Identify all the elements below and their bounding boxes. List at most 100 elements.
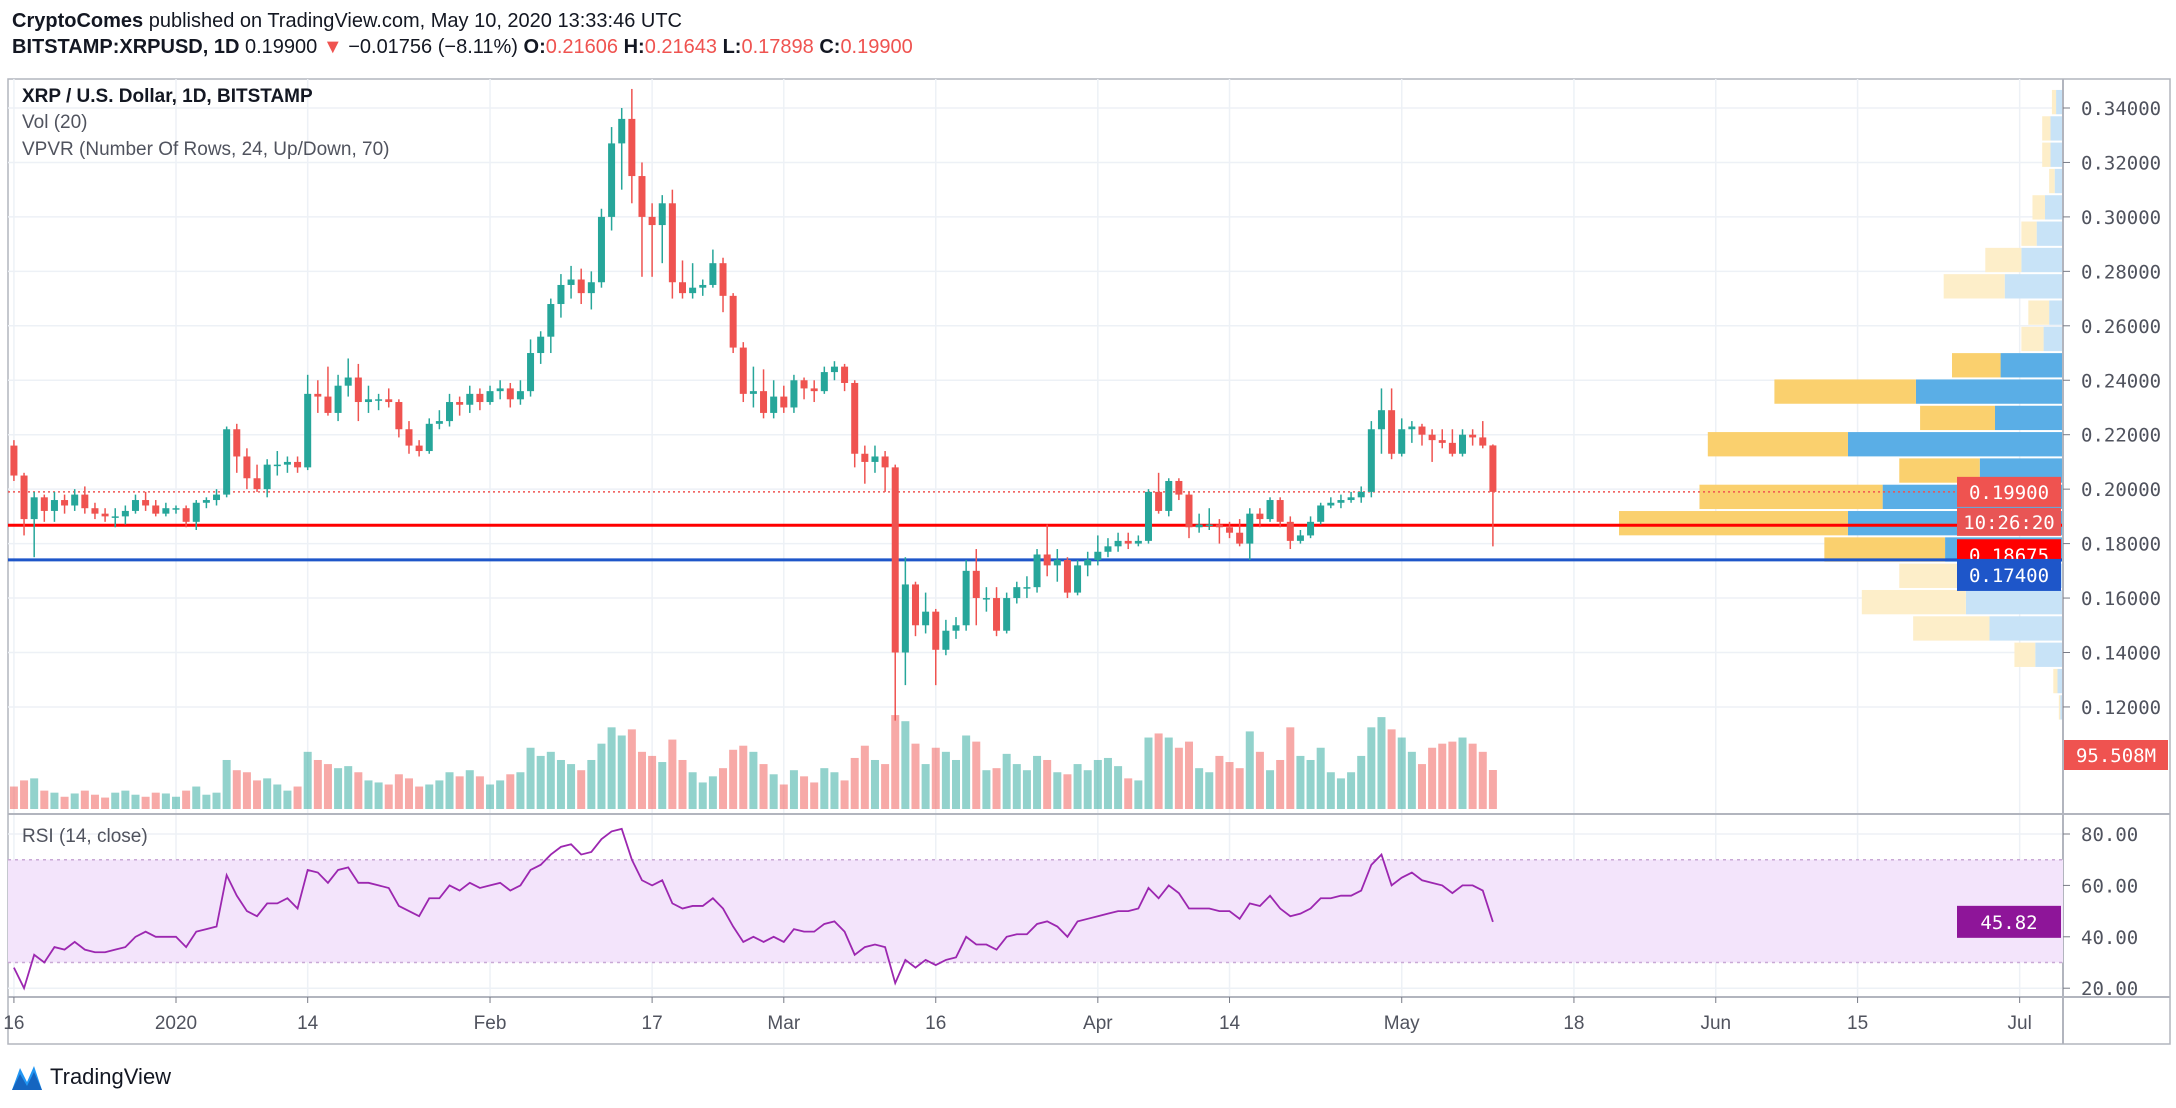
- candle-body: [749, 391, 757, 394]
- legend-main[interactable]: XRP / U.S. Dollar, 1D, BITSTAMP: [22, 86, 313, 107]
- candle-body: [1155, 491, 1163, 511]
- candle-body: [790, 380, 798, 408]
- volume-bar: [617, 735, 626, 809]
- candle-body: [1459, 434, 1467, 454]
- volume-bar: [445, 772, 454, 809]
- candle-body: [253, 478, 261, 490]
- volume-bar: [1357, 755, 1366, 809]
- down-arrow-icon: ▼: [322, 36, 343, 58]
- volume-bar: [465, 770, 474, 809]
- volume-bar: [1083, 770, 1092, 809]
- volume-bar: [151, 792, 160, 809]
- volume-bar: [253, 780, 262, 809]
- volume-bar: [1114, 766, 1123, 809]
- volume-bar: [1144, 737, 1153, 809]
- volume-bar: [546, 751, 555, 809]
- volume-bar: [172, 796, 180, 809]
- volume-bar: [1215, 755, 1224, 809]
- volume-bar: [587, 759, 596, 809]
- vpvr-up-bar: [2054, 168, 2063, 194]
- volume-bar: [323, 764, 332, 809]
- vpvr-up-bar: [1995, 405, 2063, 431]
- vpvr-down-bar: [1774, 379, 1916, 404]
- candle-body: [1063, 559, 1071, 593]
- candle-body: [729, 295, 737, 348]
- tradingview-logo[interactable]: TradingView: [10, 1062, 171, 1092]
- vpvr-up-bar: [2021, 247, 2063, 273]
- candle-body: [395, 402, 403, 430]
- candle-body: [40, 497, 48, 511]
- candle-body: [1114, 540, 1122, 547]
- candle-body: [233, 429, 241, 457]
- volume-bar: [222, 759, 231, 809]
- blue-line-badge: 0.17400: [1969, 565, 2049, 587]
- candle-body: [152, 505, 160, 514]
- volume-bar: [1458, 737, 1467, 809]
- candle-body: [202, 500, 210, 503]
- time-tick-label: Feb: [474, 1013, 507, 1034]
- candle-body: [1215, 524, 1223, 528]
- candle-body: [679, 282, 686, 294]
- volume-bar: [506, 774, 515, 809]
- volume-bar: [1276, 759, 1285, 809]
- open-label: O:: [523, 36, 546, 58]
- author-name[interactable]: CryptoComes: [12, 10, 144, 32]
- ohlc-bar: BITSTAMP:XRPUSD, 1D 0.19900 ▼ −0.01756 (…: [12, 36, 913, 59]
- price-tick-label: 0.18000: [2081, 534, 2161, 556]
- volume-bar: [1185, 741, 1193, 809]
- candle-body: [304, 393, 312, 468]
- candle-body: [1124, 540, 1132, 544]
- volume-bar: [90, 794, 99, 809]
- volume-bar: [860, 745, 869, 809]
- candle-body: [283, 461, 291, 465]
- volume-bar: [1367, 727, 1376, 809]
- candle-body: [1104, 546, 1112, 552]
- time-tick-label: 16: [925, 1013, 946, 1034]
- candle-body: [1013, 587, 1021, 599]
- candle-body: [1377, 410, 1385, 430]
- candle-body: [537, 336, 545, 354]
- candle-body: [830, 366, 838, 373]
- volume-bar: [161, 793, 170, 809]
- candle-body: [10, 445, 18, 476]
- volume-bar: [1134, 780, 1143, 809]
- legend-rsi[interactable]: RSI (14, close): [22, 826, 148, 847]
- price-change: −0.01756 (−8.11%): [348, 36, 518, 58]
- candle-body: [294, 461, 302, 468]
- candle-body: [587, 282, 595, 294]
- candle-body: [618, 118, 626, 144]
- candle-body: [1195, 524, 1203, 528]
- candle-body: [1033, 554, 1041, 588]
- candle-body: [760, 391, 768, 413]
- candle-body: [496, 388, 504, 392]
- volume-bar: [30, 778, 39, 809]
- candle-body: [1317, 505, 1325, 522]
- volume-bar: [637, 751, 646, 809]
- last-price-badge-bg: [1957, 476, 2061, 507]
- volume-bar: [80, 790, 89, 809]
- candle-body: [1276, 500, 1284, 522]
- countdown-badge: 10:26:20: [1963, 512, 2055, 534]
- candle-body: [1226, 527, 1234, 533]
- legend-volume[interactable]: Vol (20): [22, 112, 88, 133]
- volume-bar: [901, 721, 910, 809]
- candle-body: [922, 611, 930, 626]
- vpvr-down-bar: [1913, 616, 1990, 641]
- volume-bar: [891, 715, 900, 809]
- vpvr-up-bar: [2004, 274, 2063, 299]
- last-price-badge: 0.19900: [1969, 482, 2049, 504]
- volume-bar: [131, 794, 140, 809]
- candle-body: [709, 263, 717, 285]
- legend-vpvr[interactable]: VPVR (Number Of Rows, 24, Up/Down, 70): [22, 139, 390, 160]
- vpvr-down-bar: [2042, 142, 2051, 167]
- volume-bar: [1336, 778, 1345, 809]
- candle-body: [466, 393, 474, 405]
- vpvr-up-bar: [1847, 432, 2063, 457]
- volume-bar: [101, 797, 110, 809]
- vpvr-down-bar: [1619, 511, 1848, 536]
- candle-body: [223, 429, 231, 495]
- time-tick-label: 14: [1219, 1013, 1241, 1034]
- candle-body: [1347, 497, 1355, 501]
- candle-body: [81, 494, 89, 509]
